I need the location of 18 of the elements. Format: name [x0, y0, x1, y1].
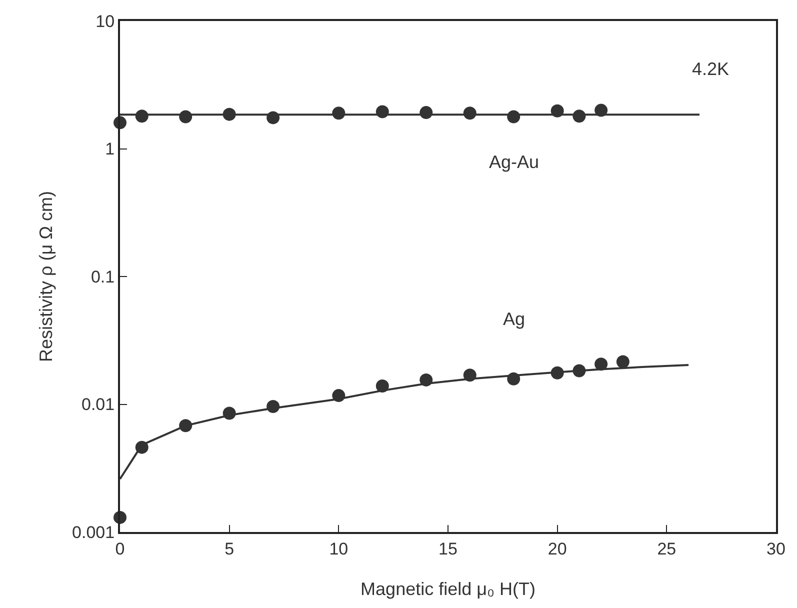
y-axis-title: Resistivity ρ (μ Ω cm): [36, 190, 56, 362]
x-axis-title: Magnetic field μ₀ H(T): [360, 579, 536, 599]
text: Ag-Au: [489, 152, 540, 172]
x-tick-label: 10: [329, 539, 348, 558]
x-tick-label: 25: [657, 539, 676, 558]
point: [616, 355, 630, 368]
y-tick-label: 0.001: [72, 522, 115, 542]
x-tick-label: 5: [224, 539, 234, 558]
x-tick-label: 30: [766, 539, 786, 558]
y-tick-label: 1: [105, 140, 115, 159]
x-tick-label: 0: [115, 539, 125, 558]
x-tick-label: 15: [438, 539, 458, 558]
y-tick-label: 10: [96, 12, 115, 31]
annotation: 4.2K: [692, 59, 730, 79]
y-tick-label: 0.01: [82, 395, 115, 414]
x-tick-label: 20: [548, 539, 567, 558]
y-tick-label: 0.1: [90, 267, 115, 286]
text: Ag: [503, 309, 526, 329]
